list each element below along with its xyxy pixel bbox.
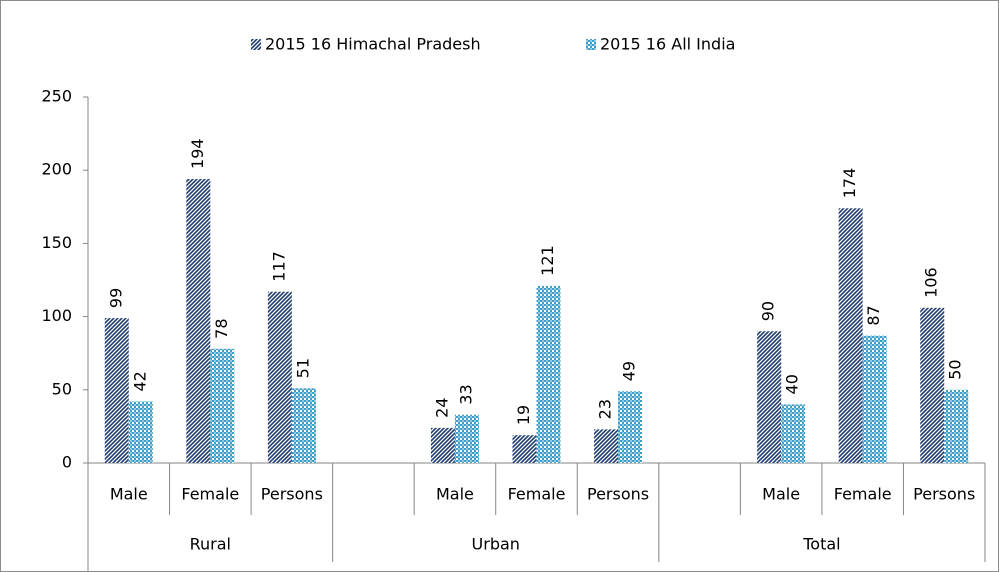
data-label: 106 — [922, 267, 941, 298]
bar — [210, 348, 235, 463]
bar — [536, 285, 561, 463]
data-label: 87 — [864, 305, 883, 325]
data-label: 33 — [456, 384, 475, 404]
data-label: 194 — [188, 138, 207, 169]
data-label: 78 — [212, 318, 231, 338]
bar — [781, 404, 806, 463]
data-label: 40 — [783, 374, 802, 394]
bar — [186, 178, 211, 463]
bar — [454, 414, 479, 463]
group-label: Urban — [472, 535, 520, 554]
x-tick-label: Female — [508, 485, 566, 504]
x-tick-label: Male — [436, 485, 474, 504]
bar — [838, 208, 863, 463]
bar — [104, 318, 129, 463]
data-label: 174 — [840, 168, 859, 199]
legend-swatch — [586, 39, 596, 50]
y-tick-label: 200 — [41, 160, 72, 179]
group-label: Rural — [190, 535, 231, 554]
bar — [594, 429, 619, 463]
data-label: 19 — [514, 405, 533, 425]
bar — [920, 307, 945, 463]
data-label: 42 — [130, 371, 149, 391]
legend-swatch — [251, 39, 261, 50]
data-label: 117 — [269, 251, 288, 282]
bar — [757, 331, 782, 463]
bar — [512, 435, 537, 463]
data-label: 90 — [759, 301, 778, 321]
y-tick-label: 50 — [52, 379, 72, 398]
x-tick-label: Persons — [261, 485, 323, 504]
data-label: 49 — [620, 361, 639, 381]
bar — [430, 427, 455, 463]
data-label: 51 — [293, 358, 312, 378]
x-tick-label: Persons — [913, 485, 975, 504]
data-label: 24 — [432, 398, 451, 418]
data-label: 50 — [946, 359, 965, 379]
bar — [267, 291, 292, 463]
x-tick-label: Persons — [587, 485, 649, 504]
y-tick-label: 100 — [41, 306, 72, 325]
group-label: Total — [802, 535, 840, 554]
x-tick-label: Male — [762, 485, 800, 504]
bar — [944, 389, 969, 463]
y-tick-label: 0 — [62, 453, 72, 472]
x-tick-label: Male — [110, 485, 148, 504]
y-tick-label: 250 — [41, 87, 72, 106]
data-label: 23 — [596, 399, 615, 419]
bar — [128, 401, 153, 463]
legend-label: 2015 16 All India — [600, 35, 735, 54]
bar — [862, 335, 887, 463]
bar — [618, 391, 643, 463]
bar — [291, 388, 316, 463]
x-tick-label: Female — [834, 485, 892, 504]
y-tick-label: 150 — [41, 233, 72, 252]
data-label: 121 — [538, 245, 557, 276]
legend-label: 2015 16 Himachal Pradesh — [265, 35, 481, 54]
data-label: 99 — [106, 288, 125, 308]
x-tick-label: Female — [181, 485, 239, 504]
